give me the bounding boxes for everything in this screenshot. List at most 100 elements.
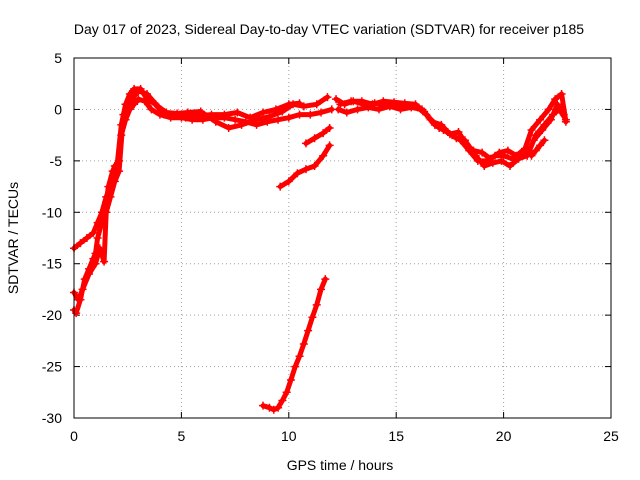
data-point: [72, 309, 81, 318]
data-point: [278, 396, 287, 405]
data-point: [323, 93, 332, 102]
data-point: [286, 375, 295, 384]
data-point: [521, 144, 530, 153]
data-point: [538, 126, 547, 134]
data-point: [295, 352, 304, 361]
data-point: [317, 108, 326, 117]
data-point: [100, 257, 109, 266]
data-point: [291, 362, 300, 371]
data-point: [546, 115, 555, 124]
data-point: [531, 146, 540, 155]
data-point: [308, 313, 317, 322]
data-point: [231, 115, 240, 124]
data-point: [506, 162, 515, 170]
data-point: [289, 100, 298, 109]
data-point: [353, 105, 362, 114]
data-point: [420, 107, 429, 116]
data-point: [91, 259, 100, 268]
data-point: [115, 167, 124, 176]
data-point: [312, 100, 321, 109]
data-point: [74, 295, 83, 304]
data-point: [147, 105, 156, 114]
data-point: [336, 100, 345, 109]
data-point: [540, 136, 549, 145]
data-point: [357, 97, 366, 106]
data-point: [143, 90, 152, 98]
data-point: [325, 141, 334, 150]
data-point: [284, 177, 293, 186]
data-point: [106, 192, 115, 201]
data-point: [269, 405, 278, 414]
data-point: [265, 403, 274, 412]
data-point: [551, 95, 560, 104]
x-tick-label: 25: [603, 428, 619, 444]
x-tick-label: 0: [70, 428, 78, 444]
data-point: [480, 162, 489, 170]
data-point: [224, 123, 233, 132]
data-point: [299, 102, 308, 111]
data-point: [317, 285, 326, 294]
data-point: [527, 151, 536, 160]
data-point: [347, 97, 356, 106]
data-point: [400, 99, 409, 108]
data-point: [319, 129, 328, 138]
data-point: [76, 239, 85, 248]
data-point: [379, 97, 388, 106]
data-point: [527, 126, 536, 134]
data-point: [561, 117, 570, 126]
data-point: [319, 151, 328, 160]
chart-title: Day 017 of 2023, Sidereal Day-to-day VTE…: [74, 21, 584, 37]
data-point: [312, 300, 321, 309]
data-point: [495, 148, 504, 157]
data-point: [396, 105, 405, 114]
data-point: [93, 234, 102, 242]
x-tick-label: 20: [496, 428, 512, 444]
data-point: [95, 244, 104, 253]
data-point: [375, 105, 384, 114]
data-point: [529, 136, 538, 145]
data-point: [332, 95, 341, 104]
data-point: [512, 151, 521, 160]
data-point: [454, 128, 463, 137]
data-point: [89, 228, 98, 237]
y-tick-label: 5: [54, 50, 62, 66]
data-point: [259, 401, 268, 410]
data-point: [252, 115, 261, 124]
data-track: [529, 137, 547, 159]
data-point: [301, 165, 310, 174]
data-point: [282, 388, 291, 397]
data-point: [276, 182, 285, 191]
data-point: [162, 108, 171, 117]
data-series: [70, 84, 570, 414]
data-point: [220, 110, 229, 119]
data-point: [293, 169, 302, 178]
data-point: [486, 154, 495, 163]
y-tick-label: -5: [50, 153, 63, 169]
data-point: [301, 139, 310, 148]
x-tick-label: 10: [281, 428, 297, 444]
data-point: [173, 109, 182, 118]
data-point: [196, 107, 205, 116]
data-point: [557, 90, 566, 98]
data-point: [469, 146, 478, 155]
data-point: [334, 105, 343, 114]
data-point: [536, 115, 545, 124]
data-point: [259, 108, 268, 117]
data-point: [278, 107, 287, 116]
data-point: [299, 339, 308, 348]
data-point: [233, 108, 242, 117]
data-point: [428, 117, 437, 126]
data-point: [310, 162, 319, 170]
data-point: [78, 285, 87, 294]
data-point: [93, 218, 102, 227]
data-point: [497, 156, 506, 165]
plot-frame: [73, 57, 612, 419]
y-tick-label: -20: [42, 307, 62, 323]
y-tick-label: -25: [42, 359, 62, 375]
data-point: [368, 100, 377, 109]
data-point: [342, 108, 351, 117]
data-point: [325, 123, 334, 132]
data-point: [478, 148, 487, 157]
